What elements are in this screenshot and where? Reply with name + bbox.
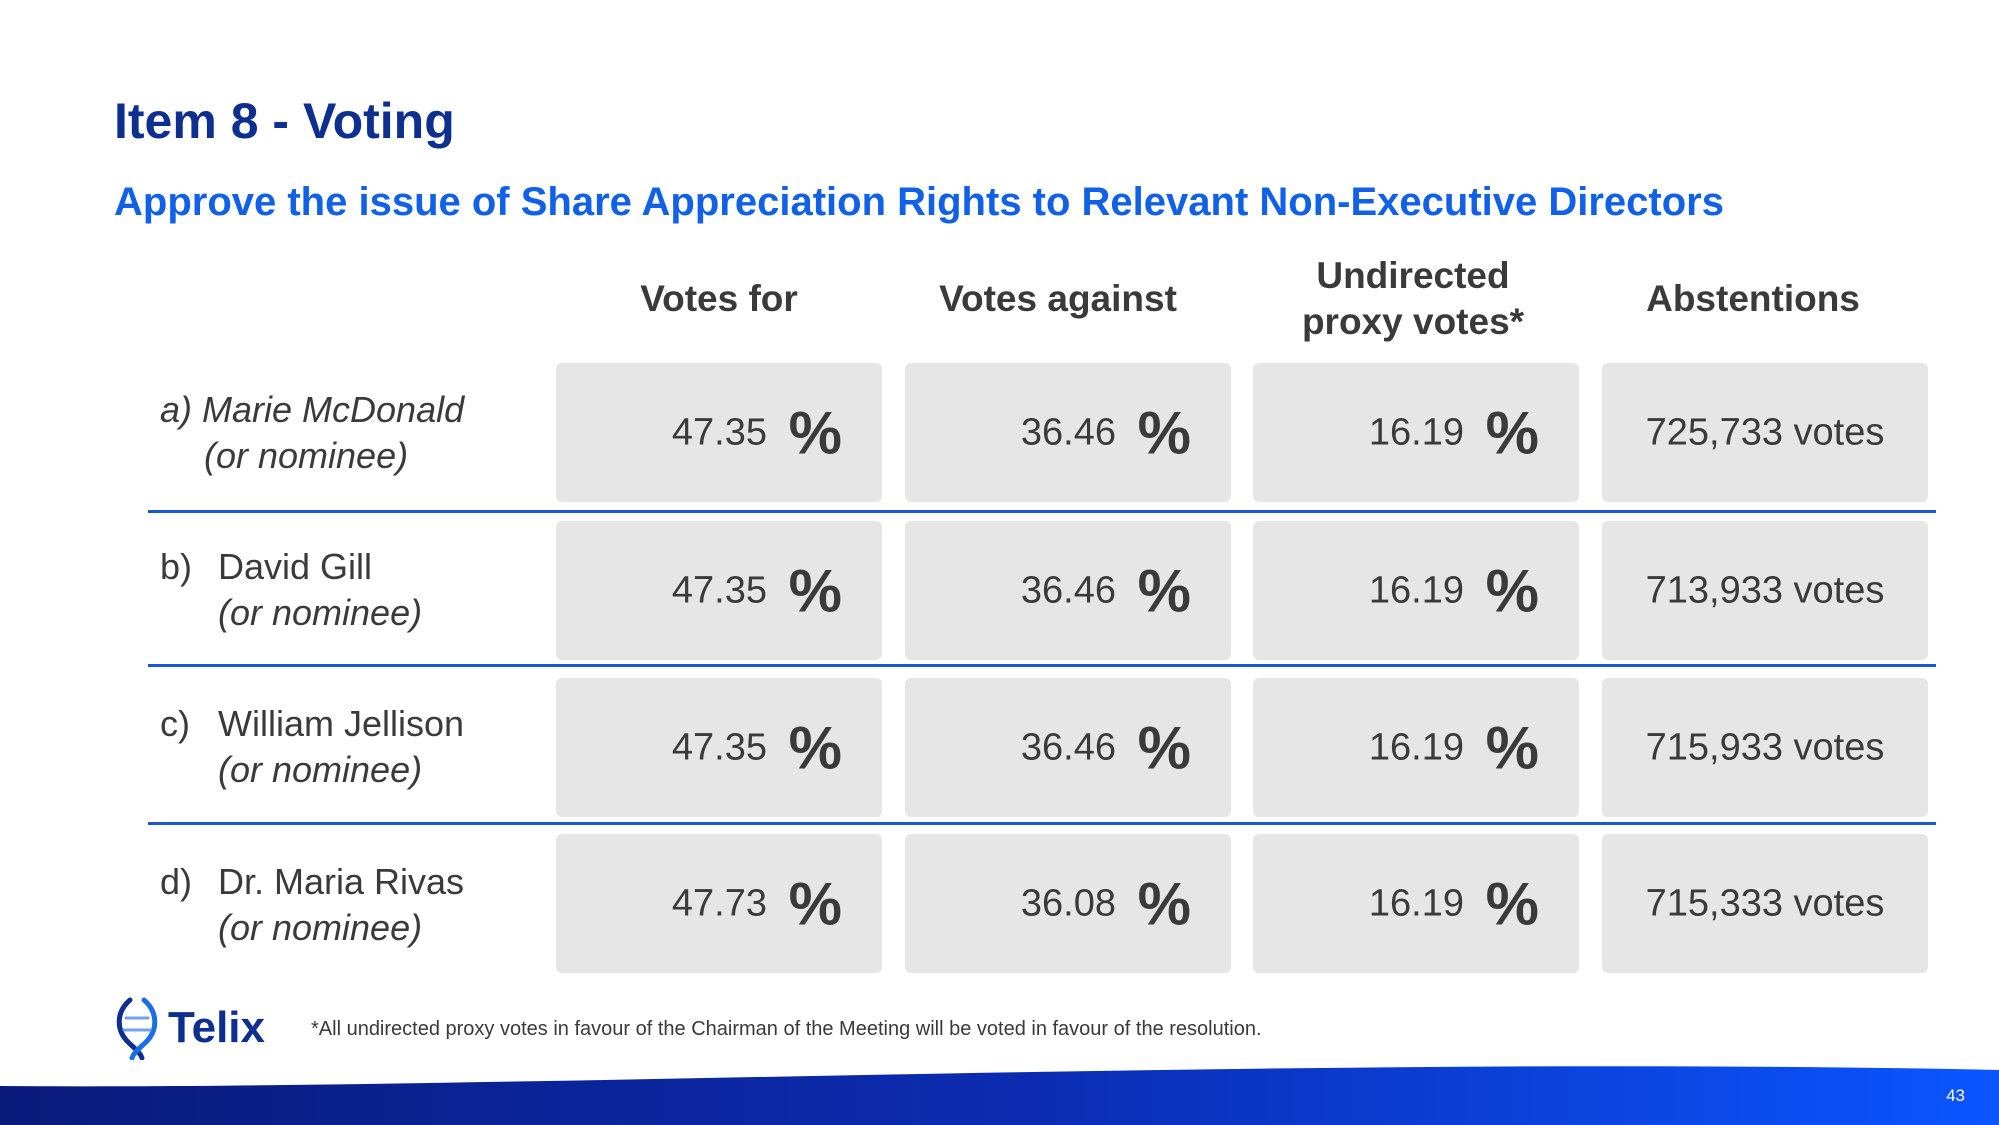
row-divider — [148, 822, 1936, 825]
logo-text: Telix — [168, 1003, 266, 1052]
table-cell-votes-against: 36.08% — [905, 834, 1231, 973]
footer-wave-band — [0, 1066, 1999, 1125]
row-label-d: d) Dr. Maria Rivas (or nominee) — [160, 861, 465, 948]
column-header-votes-for: Votes for — [640, 278, 798, 319]
table-cell-undirected: 16.19% — [1253, 363, 1579, 502]
column-header-abstentions: Abstentions — [1646, 278, 1860, 319]
table-cell-abstentions: 725,733 votes — [1602, 363, 1928, 502]
page-subtitle: Approve the issue of Share Appreciation … — [114, 180, 1724, 224]
page-number: 43 — [1946, 1086, 1965, 1105]
table-cell-undirected: 16.19% — [1253, 678, 1579, 817]
column-header-undirected-proxy-votes: Undirected proxy votes* — [1301, 255, 1525, 342]
footnote: *All undirected proxy votes in favour of… — [311, 1018, 1262, 1040]
table-cell-votes-against: 36.46% — [905, 521, 1231, 660]
table-cell-votes-against: 36.46% — [905, 678, 1231, 817]
table-cell-votes-against: 36.46% — [905, 363, 1231, 502]
row-divider — [148, 510, 1936, 513]
telix-helix-icon — [116, 997, 158, 1060]
page-title: Item 8 - Voting — [114, 93, 455, 149]
table-cell-abstentions: 715,333 votes — [1602, 834, 1928, 973]
table-cell-undirected: 16.19% — [1253, 834, 1579, 973]
table-cell-votes-for: 47.35% — [556, 521, 882, 660]
column-header-votes-against: Votes against — [939, 278, 1177, 319]
table-cell-votes-for: 47.35% — [556, 363, 882, 502]
row-divider — [148, 664, 1936, 667]
table-cell-abstentions: 715,933 votes — [1602, 678, 1928, 817]
row-label-c: c) William Jellison (or nominee) — [160, 703, 465, 790]
table-cell-votes-for: 47.73% — [556, 834, 882, 973]
table-cell-abstentions: 713,933 votes — [1602, 521, 1928, 660]
row-label-b: b) David Gill (or nominee) — [160, 546, 423, 633]
telix-logo: Telix — [112, 996, 265, 1060]
table-cell-undirected: 16.19% — [1253, 521, 1579, 660]
table-cell-votes-for: 47.35% — [556, 678, 882, 817]
row-label-a: a) Marie McDonald (or nominee) — [160, 389, 465, 476]
